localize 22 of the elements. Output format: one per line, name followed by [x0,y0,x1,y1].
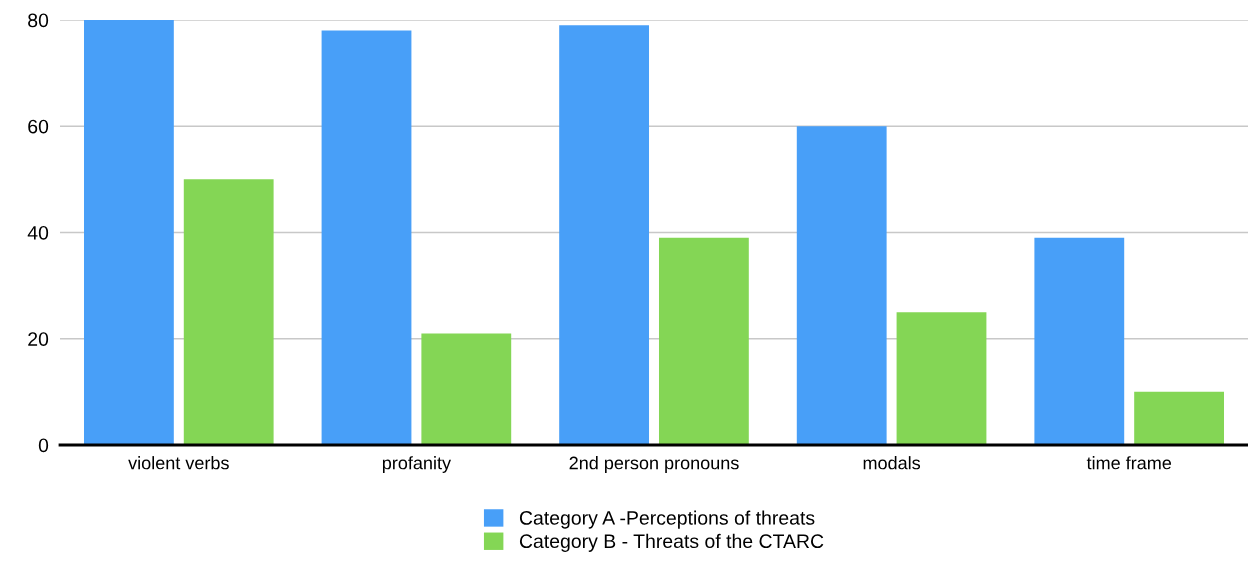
bar [1134,391,1224,445]
bar [183,179,274,445]
y-tick-label: 60 [28,119,49,134]
y-tick-label: 80 [28,13,49,28]
y-tick-label: 0 [38,438,49,453]
legend-label: Category B - Threats of the CTARC [519,533,824,552]
bar [658,237,749,445]
y-tick-label: 40 [27,225,49,240]
x-tick-label: modals [863,456,921,470]
bar [559,25,650,445]
bar [321,30,412,445]
bar [84,20,174,445]
x-tick-label: 2nd person pronouns [569,456,739,473]
x-tick-label: profanity [382,456,451,473]
bar [1034,237,1125,445]
x-tick-label: violent verbs [128,456,229,470]
legend-label: Category A -Perceptions of threats [519,510,815,529]
bar [896,312,987,445]
bar [421,333,512,445]
x-tick-label: time frame [1086,456,1172,470]
bar [796,126,887,445]
y-tick-label: 20 [28,332,49,346]
